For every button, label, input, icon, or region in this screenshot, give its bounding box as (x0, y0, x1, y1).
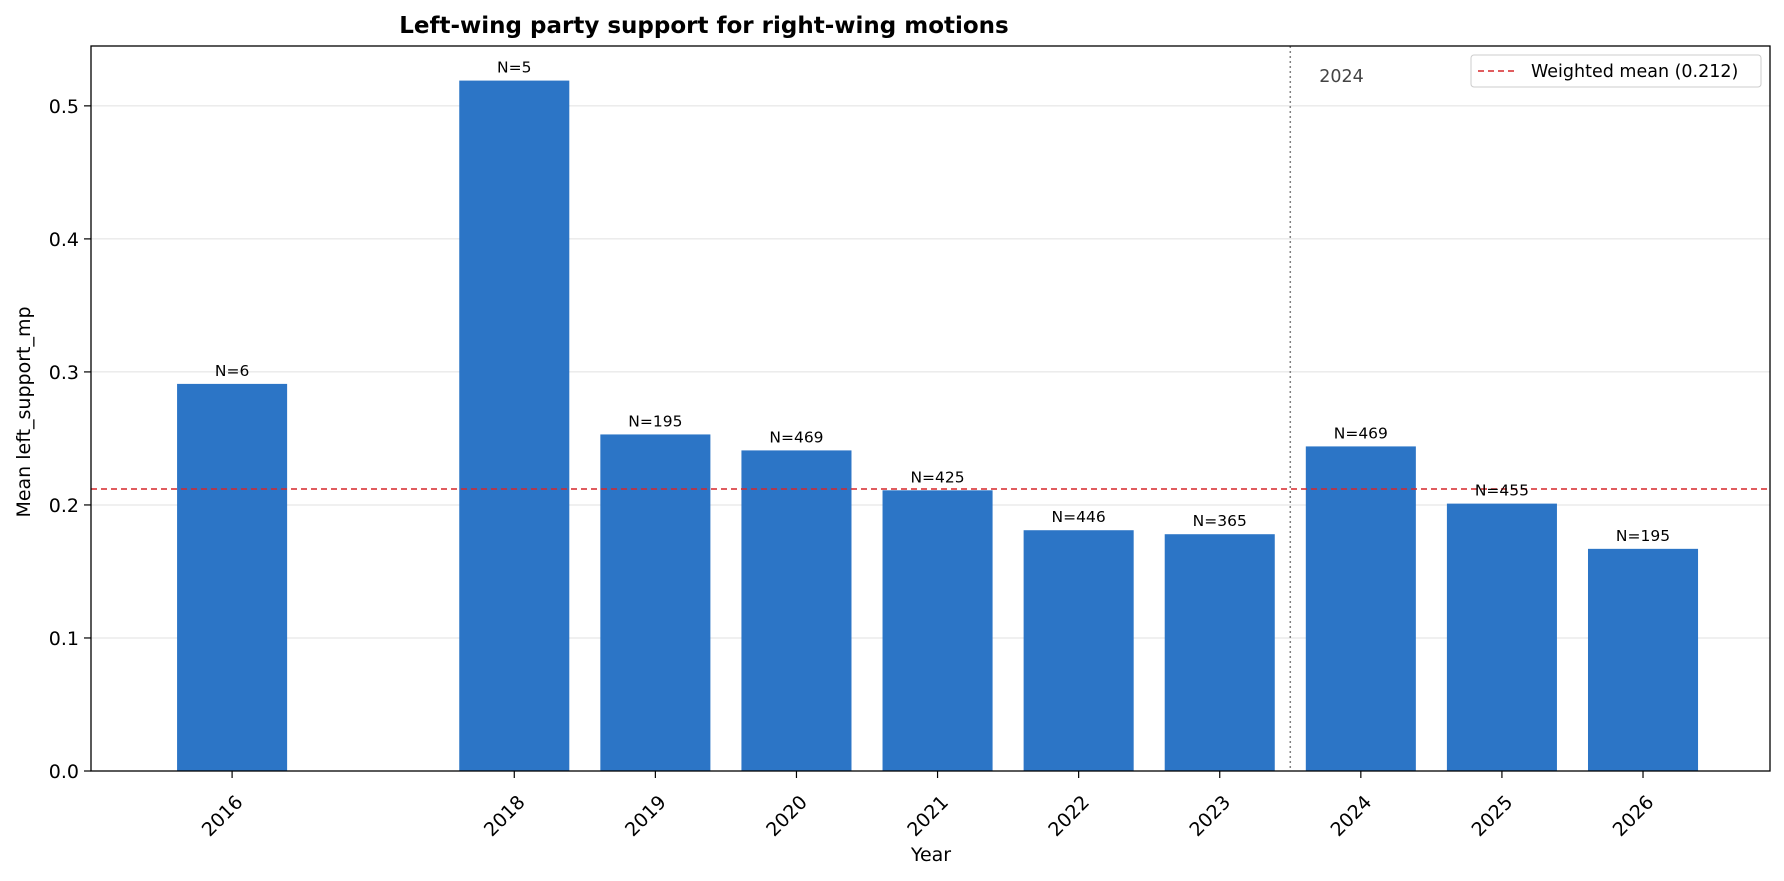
bar-data-label: N=195 (1616, 527, 1670, 545)
plot-frame (90, 45, 1771, 772)
bar-data-label: N=6 (215, 362, 249, 380)
x-tick-label: 2018 (480, 791, 530, 841)
bar-data-label: N=446 (1052, 508, 1106, 526)
x-tick-label: 2020 (762, 791, 812, 841)
bar-data-label: N=5 (497, 59, 531, 77)
bar-data-label: N=469 (769, 428, 823, 446)
bar (741, 450, 852, 771)
x-tick-label: 2021 (903, 791, 953, 841)
x-tick-label: 2016 (198, 791, 248, 841)
y-tick-label: 0.5 (49, 96, 79, 118)
x-tick-label: 2024 (1326, 791, 1376, 841)
bar-data-label: N=425 (910, 468, 964, 486)
y-tick-label: 0.4 (49, 229, 79, 251)
y-tick-label: 0.1 (49, 628, 79, 650)
x-axis-label: Year (910, 844, 951, 866)
x-tick-label: 2019 (621, 791, 671, 841)
bar-labels: N=6 N=5 N=195 N=469 N=425 N=446 N=365 N=469 N=45… (215, 59, 1670, 545)
bar (177, 383, 288, 771)
bar (1446, 503, 1557, 771)
x-tick-label: 2026 (1609, 791, 1659, 841)
x-axis: 2016 2018 2019 2020 2021 2022 2023 2024 2025 2026 (198, 771, 1659, 841)
bar (1164, 534, 1275, 771)
bar (1023, 530, 1134, 771)
y-axis-label: Mean left_support_mp (13, 306, 35, 517)
y-tick-label: 0.2 (49, 495, 79, 517)
bar-data-label: N=455 (1475, 482, 1529, 500)
legend-entry-label: Weighted mean (0.212) (1531, 62, 1738, 82)
bar (459, 80, 570, 771)
year-marker-label: 2024 (1319, 67, 1364, 87)
bar-data-label: N=365 (1193, 512, 1247, 530)
y-axis: 0.0 0.1 0.2 0.3 0.4 0.5 (49, 96, 91, 783)
x-tick-label: 2023 (1185, 791, 1235, 841)
y-tick-label: 0.3 (49, 362, 79, 384)
legend: Weighted mean (0.212) (1470, 54, 1762, 88)
legend-box (1470, 54, 1762, 88)
bar (1305, 446, 1416, 771)
bar (1587, 548, 1699, 771)
y-tick-label: 0.0 (49, 761, 79, 783)
bar-data-label: N=469 (1334, 424, 1388, 442)
reference-lines: 2024 (91, 46, 1770, 771)
bar (882, 490, 993, 771)
x-tick-label: 2025 (1468, 791, 1518, 841)
chart-title: Left-wing party support for right-wing m… (399, 13, 1009, 39)
bars (177, 80, 1699, 771)
x-tick-label: 2022 (1044, 791, 1094, 841)
bar-data-label: N=195 (628, 412, 682, 430)
bar (600, 434, 711, 771)
